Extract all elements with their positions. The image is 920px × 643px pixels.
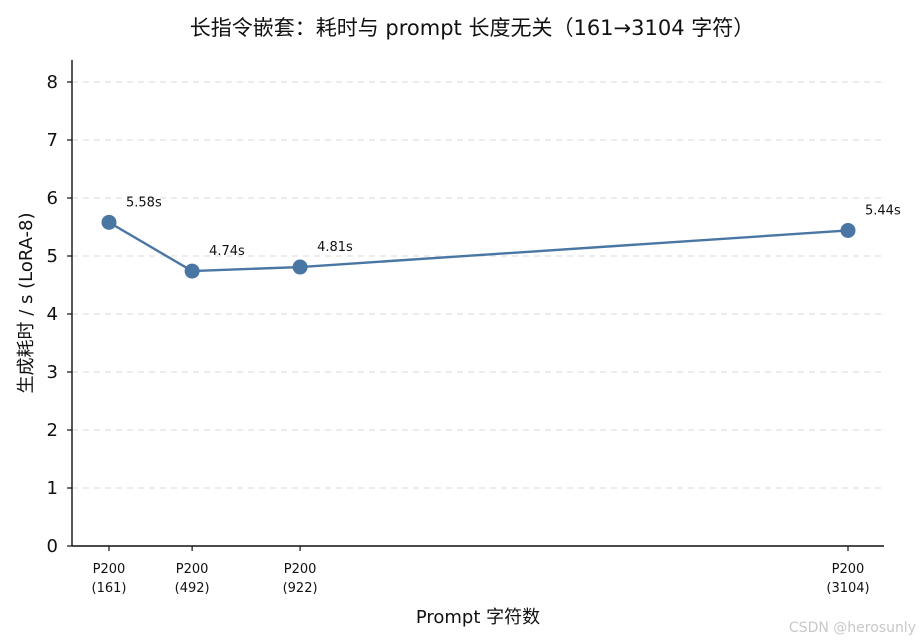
y-tick-label: 2: [47, 420, 58, 441]
data-point: [101, 214, 117, 230]
data-point: [184, 263, 200, 279]
x-tick-label: (161): [92, 581, 127, 596]
x-axis-label: Prompt 字符数: [416, 607, 540, 628]
data-label: 5.58s: [126, 195, 162, 210]
x-tick-label: P200: [176, 562, 209, 577]
x-tick-label: P200: [832, 562, 865, 577]
chart-title: 长指令嵌套：耗时与 prompt 长度无关（161→3104 字符）: [190, 16, 755, 40]
x-tick-label: (3104): [826, 581, 869, 596]
series-layer: 5.58s 4.74s 4.81s 5.44s: [101, 195, 901, 279]
x-tick-label: (492): [175, 581, 210, 596]
y-tick-label: 6: [47, 188, 58, 209]
y-tick-label: 3: [47, 362, 58, 383]
x-tick-label: P200: [93, 562, 126, 577]
y-ticks: 0 1 2 3 4 5 6 7 8: [47, 72, 72, 557]
y-tick-label: 1: [47, 478, 58, 499]
y-tick-label: 8: [47, 72, 58, 93]
data-label: 4.81s: [317, 240, 353, 255]
watermark: CSDN @herosunly: [789, 620, 916, 636]
y-axis-label: 生成耗时 / s (LoRA-8): [16, 212, 37, 393]
series-line: [108, 221, 849, 273]
x-tick-label: P200: [284, 562, 317, 577]
grid-layer: [72, 81, 884, 489]
y-tick-label: 7: [47, 130, 58, 151]
data-label: 4.74s: [209, 244, 245, 259]
data-point: [292, 259, 308, 275]
data-point: [840, 222, 856, 238]
y-tick-label: 4: [47, 304, 58, 325]
x-ticks: P200 (161) P200 (492) P200 (922) P200 (3104): [92, 546, 870, 596]
y-tick-label: 0: [47, 536, 58, 557]
y-tick-label: 5: [47, 246, 58, 267]
x-tick-label: (922): [283, 581, 318, 596]
data-label: 5.44s: [865, 203, 901, 218]
